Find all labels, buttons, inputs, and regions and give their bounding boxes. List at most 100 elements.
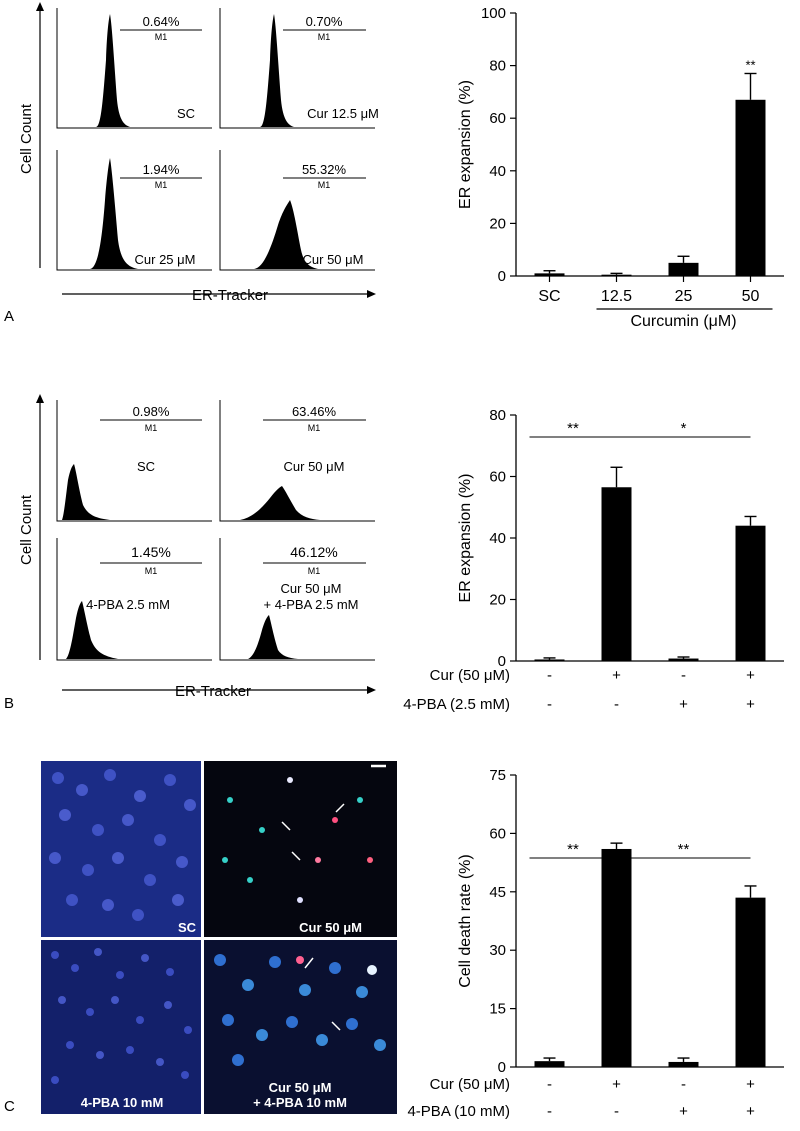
bar — [668, 658, 699, 661]
nuclei-cur-50 — [222, 777, 373, 903]
y-tick-label: 60 — [489, 110, 506, 127]
er-tracker-axis: ER-Tracker — [62, 683, 376, 700]
histogram-4-pba: M1 1.45% 4-PBA 2.5 mM — [56, 538, 212, 661]
panel-letter-a: A — [4, 308, 14, 325]
treatment-sign: - — [547, 1103, 552, 1120]
panel-c-micrographs: SC Cur 50 μM 4-PBA 10 mM — [40, 760, 398, 1115]
gate-percent: 63.46% — [292, 404, 337, 419]
treatment-sign: + — [746, 1076, 755, 1093]
y-tick-label: 0 — [498, 653, 506, 670]
x-tick-label: 50 — [742, 288, 760, 305]
y-tick-label: 75 — [489, 767, 506, 784]
marker-label: M1 — [318, 32, 331, 42]
histogram-cur-50: M1 55.32% Cur 50 μM — [219, 150, 375, 271]
treatment-sign: + — [612, 667, 621, 684]
panel-letter-b: B — [4, 695, 14, 712]
histogram-sc: M1 0.64% SC — [56, 8, 212, 129]
gate-percent: 55.32% — [302, 162, 347, 177]
nuclei-4-pba — [51, 948, 192, 1084]
panel-b-cytometry: Cell Count ER-Tracker B M1 0.98% SC M1 6… — [4, 394, 376, 712]
marker-label: M1 — [145, 566, 158, 576]
bar-chart-a: 0 20 40 60 80 100 ER expansion (%) ** SC 12.5 25 50… — [457, 5, 784, 330]
y-tick-label: 80 — [489, 407, 506, 424]
bar-chart-b: 0 20 40 60 80 ER expansion (%) Cur (50 μM) - + - +… — [403, 407, 784, 713]
treatment-sign: - — [547, 1076, 552, 1093]
condition-label: 4-PBA 2.5 mM — [86, 597, 170, 612]
y-tick-label: 100 — [481, 5, 506, 22]
condition-label: Cur 25 μM — [135, 252, 196, 267]
cell-count-label: Cell Count — [18, 103, 35, 174]
comparison-label: ** — [678, 841, 690, 858]
y-tick-label: 40 — [489, 163, 506, 180]
y-tick-label: 0 — [498, 268, 506, 285]
treatment-sign: + — [679, 696, 688, 713]
er-tracker-label: ER-Tracker — [175, 683, 251, 700]
bar — [735, 99, 766, 276]
cell-count-label: Cell Count — [18, 494, 35, 565]
bar — [534, 1061, 565, 1067]
micrograph-label: Cur 50 μM — [269, 1080, 332, 1095]
micrograph-cur-50 — [204, 761, 397, 937]
y-tick-label: 60 — [489, 825, 506, 842]
bar — [601, 848, 632, 1067]
gate-percent: 0.98% — [133, 404, 170, 419]
micrograph-4-pba — [41, 940, 201, 1114]
x-axis-label: Curcumin (μM) — [630, 313, 736, 330]
treatment-sign: + — [612, 1076, 621, 1093]
histogram-cur-50: M1 63.46% Cur 50 μM — [219, 400, 375, 522]
y-tick-label: 45 — [489, 884, 506, 901]
treatment-sign: - — [614, 1103, 619, 1120]
comparison-label: ** — [567, 841, 579, 858]
comparison-label: ** — [567, 420, 579, 437]
er-tracker-axis: ER-Tracker — [62, 287, 376, 304]
micrograph-label: SC — [178, 920, 197, 935]
micrograph-label-line-2: + 4-PBA 10 mM — [253, 1095, 347, 1110]
condition-label: SC — [137, 459, 155, 474]
marker-label: M1 — [155, 180, 168, 190]
y-tick-label: 15 — [489, 1001, 506, 1018]
bar — [668, 262, 699, 276]
condition-label: SC — [177, 106, 195, 121]
y-tick-label: 80 — [489, 58, 506, 75]
histogram-cur-12-5: M1 0.70% Cur 12.5 μM — [219, 8, 379, 129]
marker-label: M1 — [308, 566, 321, 576]
y-axis-label: ER expansion (%) — [457, 80, 474, 209]
y-tick-label: 40 — [489, 530, 506, 547]
treatment-sign: - — [681, 667, 686, 684]
nuclei-sc — [49, 769, 196, 921]
bar — [601, 487, 632, 661]
x-tick-label: 25 — [675, 288, 693, 305]
y-tick-label: 60 — [489, 469, 506, 486]
treatment-sign: + — [746, 667, 755, 684]
gate-percent: 1.45% — [131, 544, 171, 560]
bar-chart-c: 0 15 30 45 60 75 Cell death rate (%) Cur (50 μM… — [407, 767, 784, 1120]
bar — [534, 659, 565, 661]
gate-percent: 46.12% — [290, 544, 337, 560]
panel-letter-c: C — [4, 1098, 15, 1115]
marker-label: M1 — [155, 32, 168, 42]
histogram-cur-25: M1 1.94% Cur 25 μM — [56, 150, 212, 271]
arrow-icon — [281, 803, 345, 861]
x-tick-label: 12.5 — [601, 288, 632, 305]
er-tracker-label: ER-Tracker — [192, 287, 268, 304]
bar — [668, 1061, 699, 1067]
bar — [735, 897, 766, 1067]
micrograph-cur-50-plus-4-pba — [204, 940, 397, 1114]
y-tick-label: 30 — [489, 942, 506, 959]
condition-label: Cur 12.5 μM — [307, 106, 379, 121]
y-axis-label: ER expansion (%) — [457, 474, 474, 603]
bar — [601, 274, 632, 276]
y-tick-label: 20 — [489, 215, 506, 232]
comparison-label: * — [681, 420, 687, 437]
gate-percent: 1.94% — [143, 162, 180, 177]
micrograph-label: 4-PBA 10 mM — [81, 1095, 164, 1110]
marker-label: M1 — [308, 423, 321, 433]
treatment-row-label: 4-PBA (2.5 mM) — [403, 696, 510, 713]
treatment-row-label: 4-PBA (10 mM) — [407, 1103, 510, 1120]
condition-label: Cur 50 μM — [284, 459, 345, 474]
y-axis-label: Cell death rate (%) — [457, 854, 474, 987]
bar — [735, 525, 766, 661]
cell-count-axis: Cell Count — [18, 394, 44, 660]
treatment-sign: - — [681, 1076, 686, 1093]
